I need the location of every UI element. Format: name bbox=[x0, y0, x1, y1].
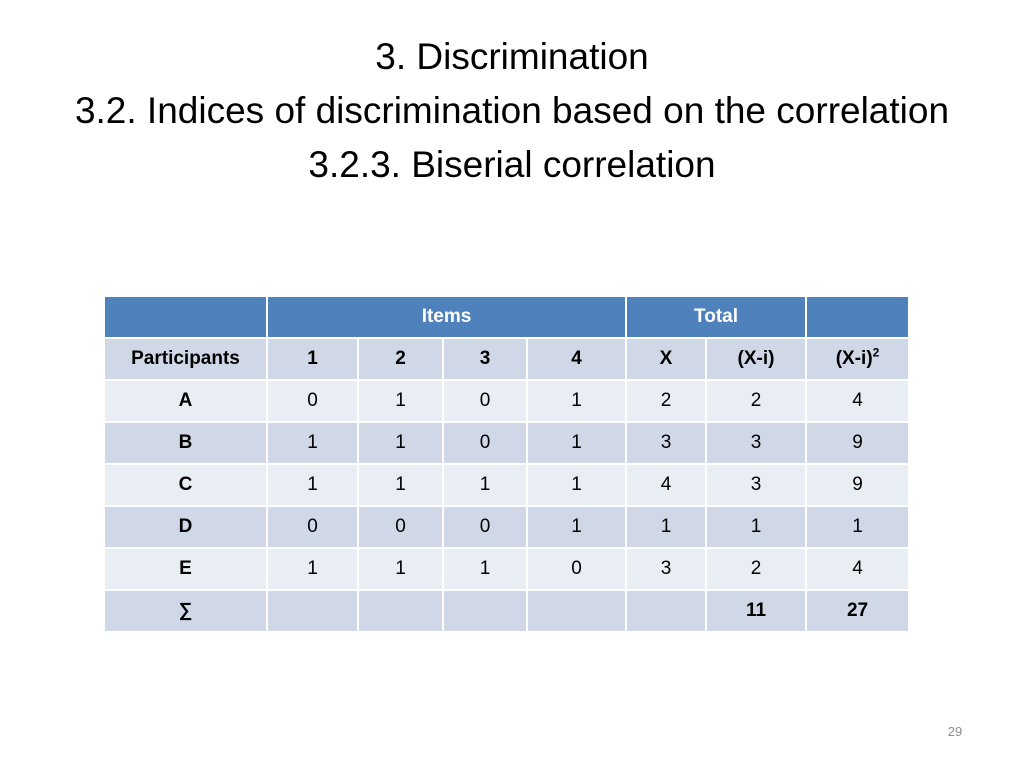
x-minus-i: 2 bbox=[705, 547, 808, 591]
col-header-item-1: 1 bbox=[266, 337, 359, 381]
biserial-correlation-table: Items Total Participants 1 2 3 4 X (X-i)… bbox=[103, 295, 911, 633]
col-header-x: X bbox=[625, 337, 708, 381]
item-4-score: 1 bbox=[525, 505, 628, 549]
table-row: E 1 1 1 0 3 2 4 bbox=[103, 547, 911, 591]
sum-x-minus-i-squared: 27 bbox=[805, 589, 911, 633]
x-minus-i: 1 bbox=[705, 505, 808, 549]
participant-name: B bbox=[103, 421, 268, 465]
participant-name: A bbox=[103, 379, 268, 423]
item-1-score: 0 bbox=[266, 379, 359, 423]
sum-x-minus-i: 11 bbox=[705, 589, 808, 633]
page-number: 29 bbox=[947, 724, 963, 739]
item-2-score: 1 bbox=[357, 379, 444, 423]
group-header-row: Items Total bbox=[103, 295, 911, 339]
title-line-1: 3. Discrimination bbox=[375, 36, 649, 77]
col-header-item-4: 4 bbox=[525, 337, 628, 381]
x-minus-i-squared: 9 bbox=[805, 421, 911, 465]
item-1-score: 1 bbox=[266, 421, 359, 465]
item-1-score: 1 bbox=[266, 463, 359, 507]
table-row: C 1 1 1 1 4 3 9 bbox=[103, 463, 911, 507]
slide-title: 3. Discrimination 3.2. Indices of discri… bbox=[0, 30, 1024, 192]
item-3-score: 0 bbox=[442, 379, 528, 423]
empty-cell bbox=[357, 589, 444, 633]
header-empty-cell bbox=[103, 295, 268, 339]
total-group-header: Total bbox=[625, 295, 808, 339]
empty-cell bbox=[266, 589, 359, 633]
total-x: 3 bbox=[625, 547, 708, 591]
item-2-score: 1 bbox=[357, 547, 444, 591]
col-header-item-3: 3 bbox=[442, 337, 528, 381]
item-4-score: 1 bbox=[525, 463, 628, 507]
x-minus-i: 3 bbox=[705, 421, 808, 465]
table-row: B 1 1 0 1 3 3 9 bbox=[103, 421, 911, 465]
item-2-score: 1 bbox=[357, 421, 444, 465]
total-x: 4 bbox=[625, 463, 708, 507]
item-4-score: 0 bbox=[525, 547, 628, 591]
column-header-row: Participants 1 2 3 4 X (X-i) (X-i)2 bbox=[103, 337, 911, 381]
x-minus-i-squared: 4 bbox=[805, 379, 911, 423]
participant-name: D bbox=[103, 505, 268, 549]
item-3-score: 0 bbox=[442, 505, 528, 549]
title-line-2: 3.2. Indices of discrimination based on … bbox=[74, 90, 950, 131]
empty-cell bbox=[525, 589, 628, 633]
empty-cell bbox=[442, 589, 528, 633]
x-minus-i: 2 bbox=[705, 379, 808, 423]
total-x: 2 bbox=[625, 379, 708, 423]
title-line-3: 3.2.3. Biserial correlation bbox=[308, 144, 716, 185]
x-minus-i: 3 bbox=[705, 463, 808, 507]
item-3-score: 0 bbox=[442, 421, 528, 465]
table-row: D 0 0 0 1 1 1 1 bbox=[103, 505, 911, 549]
item-3-score: 1 bbox=[442, 463, 528, 507]
participant-name: C bbox=[103, 463, 268, 507]
item-4-score: 1 bbox=[525, 379, 628, 423]
item-1-score: 0 bbox=[266, 505, 359, 549]
item-4-score: 1 bbox=[525, 421, 628, 465]
item-2-score: 1 bbox=[357, 463, 444, 507]
col-header-participants: Participants bbox=[103, 337, 268, 381]
col-header-x-minus-i-squared-base: (X-i) bbox=[835, 348, 873, 369]
item-1-score: 1 bbox=[266, 547, 359, 591]
item-2-score: 0 bbox=[357, 505, 444, 549]
x-minus-i-squared: 4 bbox=[805, 547, 911, 591]
col-header-x-minus-i: (X-i) bbox=[705, 337, 808, 381]
items-group-header: Items bbox=[265, 295, 628, 339]
participant-name: E bbox=[103, 547, 268, 591]
total-x: 1 bbox=[625, 505, 708, 549]
sum-row: ∑ 11 27 bbox=[103, 589, 911, 633]
col-header-x-minus-i-squared: (X-i)2 bbox=[805, 337, 911, 381]
empty-cell bbox=[625, 589, 708, 633]
col-header-item-2: 2 bbox=[357, 337, 444, 381]
col-header-exponent: 2 bbox=[872, 345, 880, 360]
x-minus-i-squared: 1 bbox=[805, 505, 911, 549]
sum-label: ∑ bbox=[103, 589, 268, 633]
x-minus-i-squared: 9 bbox=[805, 463, 911, 507]
header-empty-cell bbox=[805, 295, 911, 339]
total-x: 3 bbox=[625, 421, 708, 465]
item-3-score: 1 bbox=[442, 547, 528, 591]
table-row: A 0 1 0 1 2 2 4 bbox=[103, 379, 911, 423]
